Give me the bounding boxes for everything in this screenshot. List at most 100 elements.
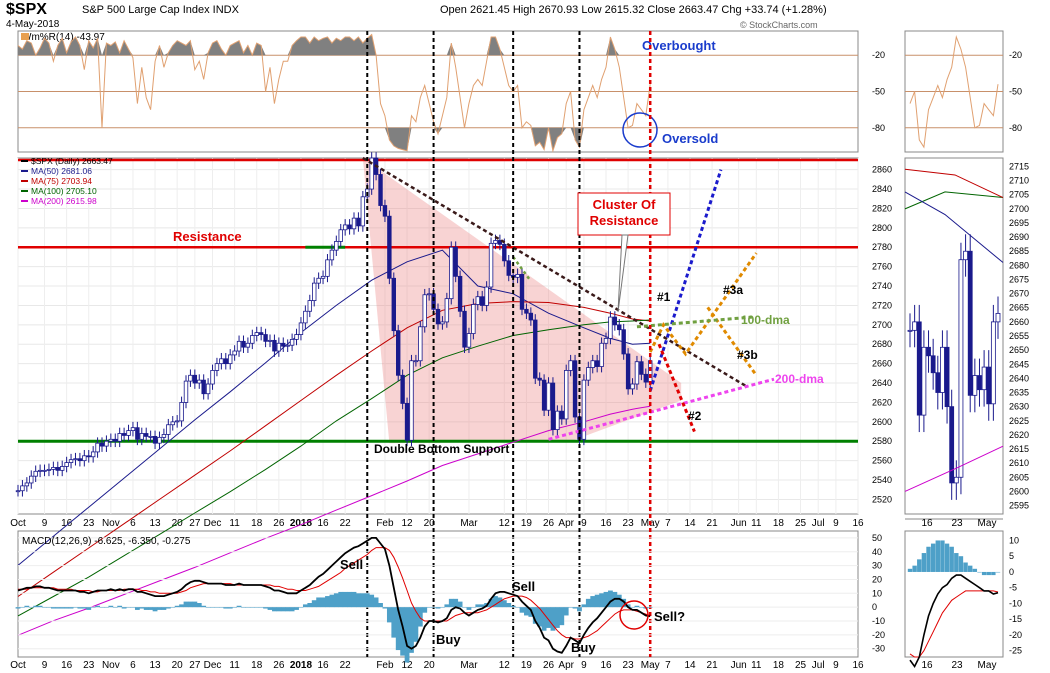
x-tick-label-bottom: Nov: [102, 660, 120, 671]
price-candle-body: [42, 469, 47, 472]
price-candle-body: [95, 442, 100, 453]
side-candle-body: [940, 346, 945, 393]
x-tick-label-bottom: 25: [795, 660, 807, 671]
price-candle-body: [497, 240, 503, 245]
side-price-tick-label: 2715: [1009, 161, 1029, 171]
price-candle-body: [643, 373, 648, 383]
price-candle-body: [590, 360, 595, 368]
macd-histogram-bar: [506, 603, 512, 608]
macd-histogram-bar: [55, 607, 61, 609]
x-tick-label-bottom: 22: [340, 660, 352, 671]
price-candle-body: [236, 340, 242, 352]
macd-tick-label: 0: [872, 602, 877, 612]
price-candle-body: [382, 205, 388, 217]
side-price-tick-label: 2625: [1009, 416, 1029, 426]
price-candle-body: [33, 470, 38, 477]
side-x-tick-label: 16: [921, 518, 933, 529]
chg-value: +33.74 (+1.28%): [744, 4, 827, 16]
macd-histogram-bar: [400, 607, 406, 656]
price-candle-body: [537, 377, 542, 381]
price-candle-body: [312, 282, 317, 301]
price-candle-body: [555, 410, 560, 431]
x-tick-label-bottom: 18: [251, 660, 263, 671]
x-tick-label: 23: [623, 518, 635, 529]
macd-histogram-bar: [112, 607, 118, 608]
price-candle-body: [51, 467, 56, 470]
side-macd-histogram-bar: [917, 559, 922, 572]
side-macd-histogram-bar: [944, 543, 950, 572]
macd-histogram-bar: [143, 607, 149, 610]
price-tick-label: 2680: [872, 339, 892, 349]
side-candle-body: [912, 321, 918, 331]
price-candle-body: [294, 334, 299, 340]
price-candle-body: [475, 296, 480, 305]
side-macd-tick-label: -10: [1009, 598, 1022, 608]
price-candle-body: [426, 293, 432, 296]
macd-histogram-bar: [28, 607, 34, 608]
price-candle-body: [334, 241, 339, 251]
price-candle-body: [488, 242, 494, 288]
x-tick-label: Oct: [10, 518, 26, 529]
price-tick-label: 2660: [872, 359, 892, 369]
price-candle-body: [356, 217, 361, 227]
side-ma75: [904, 168, 1004, 199]
x-tick-label: 18: [773, 518, 785, 529]
side-candle-body: [972, 375, 978, 396]
price-tick-label: 2620: [872, 397, 892, 407]
x-tick-label-bottom: Feb: [376, 660, 394, 671]
side-ma100: [904, 191, 1004, 210]
macd-histogram-bar: [236, 605, 242, 608]
price-candle-body: [329, 249, 335, 261]
price-tick-label: 2780: [872, 242, 892, 252]
macd-histogram-bar: [33, 605, 39, 608]
price-tick-label: 2580: [872, 436, 892, 446]
macd-histogram-bar: [42, 607, 47, 608]
x-tick-label: 7: [665, 518, 671, 529]
macd-histogram-bar: [577, 607, 582, 612]
price-candle-body: [625, 353, 631, 390]
price-candle-body: [519, 274, 525, 310]
macd-histogram-bar: [594, 594, 600, 608]
macd-histogram-bar: [409, 607, 414, 653]
macd-histogram-bar: [37, 605, 43, 608]
price-candle-body: [466, 333, 472, 348]
wpr-line: [17, 33, 651, 153]
price-candle-body: [599, 342, 604, 367]
macd-histogram-bar: [342, 591, 348, 608]
price-candle-body: [64, 462, 69, 467]
price-candle-body: [20, 485, 25, 492]
double-bottom-label: Double Bottom Support: [374, 442, 509, 456]
side-candle-body: [930, 355, 936, 374]
price-tick-label: 2820: [872, 203, 892, 213]
price-candle-body: [634, 361, 640, 385]
side-ma50: [904, 191, 1004, 263]
price-candle-body: [453, 246, 458, 277]
side-price-tick-label: 2650: [1009, 345, 1029, 355]
macd-histogram-bar: [205, 607, 211, 608]
price-candle-body: [188, 374, 193, 382]
price-candle-body: [214, 363, 220, 371]
side-candle-body: [921, 346, 927, 416]
macd-histogram-bar: [272, 607, 277, 612]
macd-histogram-bar: [90, 607, 96, 608]
price-legend-entry: $SPX (Daily) 2663.47: [31, 156, 113, 166]
side-candle-body: [907, 329, 913, 332]
macd-histogram-bar: [599, 593, 604, 608]
macd-histogram-bar: [320, 597, 326, 608]
macd-histogram-bar: [117, 605, 123, 608]
x-tick-label-bottom: 26: [273, 660, 285, 671]
macd-histogram-bar: [453, 598, 459, 608]
macd-histogram-bar: [232, 607, 238, 608]
price-candle-body: [90, 451, 96, 458]
price-candle-body: [113, 438, 118, 442]
x-tick-label: 12: [401, 518, 413, 529]
side-macd-histogram-bar: [963, 562, 968, 572]
price-candle-body: [130, 427, 136, 431]
macd-histogram-bar: [590, 596, 596, 608]
price-candle-body: [272, 339, 277, 352]
side-macd-histogram-bar: [926, 546, 931, 572]
price-candle-body: [205, 383, 211, 395]
macd-histogram-bar: [329, 594, 335, 608]
x-tick-label-bottom: Jun: [731, 660, 747, 671]
side-panel-frame: [904, 530, 1004, 658]
